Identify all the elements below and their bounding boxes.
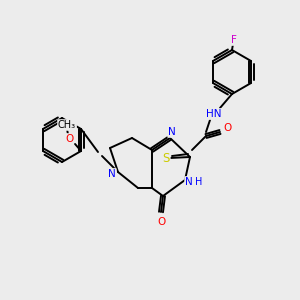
Text: CH₃: CH₃ (58, 120, 76, 130)
Text: O: O (157, 217, 165, 227)
Text: O: O (224, 123, 232, 133)
Text: S: S (162, 152, 170, 164)
Text: F: F (231, 35, 237, 45)
Text: H: H (195, 177, 203, 187)
Text: N: N (108, 169, 116, 179)
Text: N: N (185, 177, 193, 187)
Text: HN: HN (206, 109, 222, 119)
Text: O: O (65, 134, 73, 144)
Text: N: N (168, 127, 176, 137)
